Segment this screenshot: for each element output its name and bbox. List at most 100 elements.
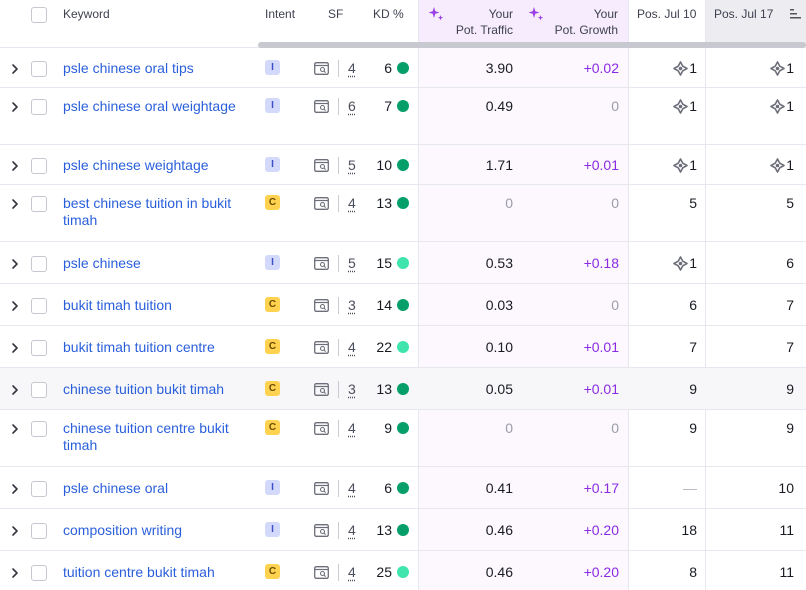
header-pot-traffic[interactable]: Your Pot. Traffic — [419, 0, 523, 48]
serp-features-count[interactable]: 4 — [338, 480, 358, 497]
row-checkbox[interactable] — [31, 158, 47, 174]
intent-badge[interactable]: I — [265, 522, 280, 537]
serp-snapshot-icon[interactable] — [314, 383, 329, 396]
keyword-link[interactable]: psle chinese oral — [63, 480, 169, 496]
position-jul10[interactable]: — — [640, 480, 697, 497]
position-jul17[interactable]: 9 — [715, 420, 794, 437]
table-row[interactable]: psle chinese weightage I 5 10 1.71 +0.01 1 1 — [0, 145, 806, 185]
table-row[interactable]: best chinese tuition in bukit timah C 4 13 0… — [0, 185, 806, 242]
expand-chevron-icon[interactable] — [9, 383, 21, 395]
intent-badge[interactable]: C — [265, 195, 280, 210]
table-row[interactable]: chinese tuition centre bukit timah C 4 9 0 0 9… — [0, 410, 806, 467]
position-jul10[interactable]: 7 — [640, 339, 697, 356]
keyword-link[interactable]: psle chinese oral tips — [63, 60, 194, 76]
serp-snapshot-icon[interactable] — [314, 341, 329, 354]
serp-snapshot-icon[interactable] — [314, 482, 329, 495]
row-checkbox[interactable] — [31, 565, 47, 581]
table-row[interactable]: composition writing I 4 13 0.46 +0.20 18 11 — [0, 509, 806, 551]
serp-snapshot-icon[interactable] — [314, 100, 329, 113]
header-sf[interactable]: SF — [328, 7, 344, 21]
serp-snapshot-icon[interactable] — [314, 159, 329, 172]
row-checkbox[interactable] — [31, 481, 47, 497]
position-jul17[interactable]: 7 — [715, 339, 794, 356]
table-row[interactable]: bukit timah tuition C 3 14 0.03 0 6 7 — [0, 284, 806, 326]
horizontal-scrollbar[interactable] — [258, 42, 806, 48]
header-pot-growth[interactable]: Your Pot. Growth — [523, 0, 628, 48]
serp-features-count[interactable]: 3 — [338, 381, 358, 398]
intent-badge[interactable]: C — [265, 297, 280, 312]
table-row[interactable]: psle chinese I 5 15 0.53 +0.18 1 6 — [0, 242, 806, 284]
header-kd[interactable]: KD % — [373, 7, 404, 21]
intent-badge[interactable]: I — [265, 157, 280, 172]
position-jul10[interactable]: 6 — [640, 297, 697, 314]
keyword-link[interactable]: chinese tuition centre bukit timah — [63, 420, 229, 453]
expand-chevron-icon[interactable] — [9, 159, 21, 171]
position-jul10[interactable]: 5 — [640, 195, 697, 212]
select-all-checkbox[interactable] — [31, 7, 47, 23]
position-jul17[interactable]: 1 — [715, 60, 794, 77]
serp-features-count[interactable]: 4 — [338, 339, 358, 356]
position-jul17[interactable]: 1 — [715, 157, 794, 174]
serp-features-count[interactable]: 4 — [338, 195, 358, 212]
table-row[interactable]: chinese tuition bukit timah C 3 13 0.05 +0.01… — [0, 368, 806, 410]
position-jul10[interactable]: 18 — [640, 522, 697, 539]
keyword-link[interactable]: psle chinese oral weightage — [63, 98, 236, 114]
keyword-link[interactable]: composition writing — [63, 522, 183, 538]
expand-chevron-icon[interactable] — [9, 100, 21, 112]
serp-features-count[interactable]: 3 — [338, 297, 358, 314]
header-keyword[interactable]: Keyword — [63, 7, 110, 21]
position-jul17[interactable]: 11 — [715, 522, 794, 539]
intent-badge[interactable]: I — [265, 255, 280, 270]
table-row[interactable]: psle chinese oral weightage I 6 7 0.49 0 1 1 — [0, 88, 806, 145]
serp-features-count[interactable]: 4 — [338, 420, 358, 437]
expand-chevron-icon[interactable] — [9, 299, 21, 311]
position-jul17[interactable]: 5 — [715, 195, 794, 212]
position-jul10[interactable]: 1 — [640, 98, 697, 115]
serp-features-count[interactable]: 4 — [338, 60, 358, 77]
keyword-link[interactable]: tuition centre bukit timah — [63, 564, 215, 580]
serp-snapshot-icon[interactable] — [314, 299, 329, 312]
position-jul10[interactable]: 9 — [640, 381, 697, 398]
position-jul17[interactable]: 11 — [715, 564, 794, 581]
position-jul10[interactable]: 1 — [640, 255, 697, 272]
serp-features-count[interactable]: 5 — [338, 157, 358, 174]
header-intent[interactable]: Intent — [265, 7, 296, 21]
row-checkbox[interactable] — [31, 196, 47, 212]
serp-snapshot-icon[interactable] — [314, 422, 329, 435]
keyword-link[interactable]: psle chinese — [63, 255, 141, 271]
serp-snapshot-icon[interactable] — [314, 62, 329, 75]
keyword-link[interactable]: chinese tuition bukit timah — [63, 381, 225, 397]
row-checkbox[interactable] — [31, 523, 47, 539]
expand-chevron-icon[interactable] — [9, 341, 21, 353]
position-jul17[interactable]: 7 — [715, 297, 794, 314]
keyword-link[interactable]: best chinese tuition in bukit timah — [63, 195, 232, 228]
position-jul17[interactable]: 10 — [715, 480, 794, 497]
row-checkbox[interactable] — [31, 99, 47, 115]
expand-chevron-icon[interactable] — [9, 566, 21, 578]
serp-features-count[interactable]: 6 — [338, 98, 358, 115]
expand-chevron-icon[interactable] — [9, 524, 21, 536]
table-row[interactable]: bukit timah tuition centre C 4 22 0.10 +0.01 7… — [0, 326, 806, 368]
header-pos-jul17[interactable]: Pos. Jul 17 — [706, 0, 806, 48]
table-row[interactable]: psle chinese oral I 4 6 0.41 +0.17 — 10 — [0, 467, 806, 509]
position-jul17[interactable]: 1 — [715, 98, 794, 115]
serp-snapshot-icon[interactable] — [314, 524, 329, 537]
serp-snapshot-icon[interactable] — [314, 197, 329, 210]
serp-features-count[interactable]: 5 — [338, 255, 358, 272]
row-checkbox[interactable] — [31, 340, 47, 356]
serp-snapshot-icon[interactable] — [314, 257, 329, 270]
row-checkbox[interactable] — [31, 298, 47, 314]
intent-badge[interactable]: I — [265, 60, 280, 75]
expand-chevron-icon[interactable] — [9, 197, 21, 209]
keyword-link[interactable]: psle chinese weightage — [63, 157, 209, 173]
row-checkbox[interactable] — [31, 421, 47, 437]
intent-badge[interactable]: C — [265, 381, 280, 396]
position-jul17[interactable]: 6 — [715, 255, 794, 272]
intent-badge[interactable]: C — [265, 564, 280, 579]
intent-badge[interactable]: C — [265, 339, 280, 354]
intent-badge[interactable]: I — [265, 480, 280, 495]
serp-features-count[interactable]: 4 — [338, 522, 358, 539]
position-jul10[interactable]: 8 — [640, 564, 697, 581]
table-row[interactable]: psle chinese oral tips I 4 6 3.90 +0.02 1 1 — [0, 48, 806, 88]
position-jul10[interactable]: 1 — [640, 157, 697, 174]
